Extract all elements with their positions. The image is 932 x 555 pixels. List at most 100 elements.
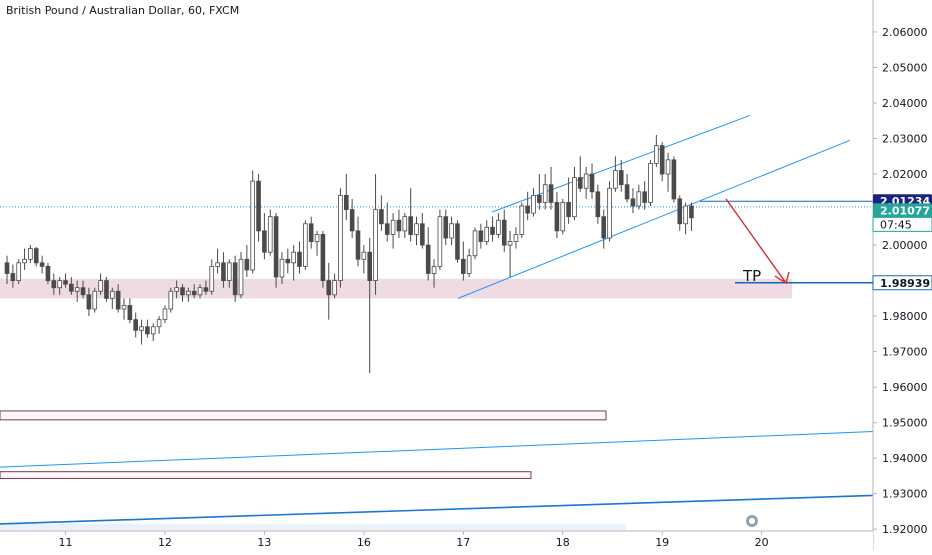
candle-body: [156, 319, 162, 328]
candle-body: [484, 226, 489, 242]
candle-body: [613, 170, 618, 189]
candle-body: [671, 159, 677, 200]
candle-body: [443, 216, 449, 239]
x-tick-label: 17: [456, 536, 470, 549]
candle-body: [618, 170, 624, 186]
bid-price-label-bg: [873, 203, 932, 218]
symbol-title: British Pound / Australian Dollar, 60, F…: [6, 4, 240, 17]
candle-body: [501, 219, 507, 246]
y-tick-label: 2.02000: [882, 168, 928, 181]
countdown-bg: [872, 216, 932, 232]
candle-body: [531, 194, 536, 214]
candle-body: [57, 280, 62, 289]
candle-body: [22, 258, 27, 264]
candle-body: [180, 287, 185, 296]
candle-body: [33, 248, 39, 264]
tp-label: TP: [742, 267, 761, 285]
candle-body: [478, 230, 484, 242]
candle-body: [121, 305, 127, 310]
candle-body: [589, 173, 595, 193]
candle-body: [115, 290, 121, 310]
price-scale[interactable]: 2.06000 2.05000 2.04000 2.03000 2.02000 2.010…: [872, 0, 932, 550]
candle-body: [51, 280, 57, 289]
candle-body: [683, 205, 688, 225]
candle-body: [642, 191, 647, 203]
arrow-head: [774, 271, 790, 285]
alert-icon: [749, 518, 755, 524]
y-tick-label: 1.97000: [882, 346, 928, 359]
x-tick-label: 13: [257, 536, 271, 549]
candle-body: [10, 273, 16, 281]
candle-body: [98, 280, 103, 292]
candle-body: [279, 258, 285, 278]
candle-body: [162, 308, 168, 321]
candle-body: [554, 202, 560, 232]
candle-body: [595, 191, 601, 218]
candle-body: [28, 248, 33, 260]
channel-lower-line: [457, 139, 851, 299]
candles: [4, 134, 694, 373]
candle-body: [267, 216, 273, 253]
projection-arrow: [725, 198, 787, 284]
bid-price-label: 2.01077: [880, 204, 930, 217]
candle-body: [349, 209, 355, 232]
candle-body: [332, 280, 337, 296]
time-axis[interactable]: 11 12 13 16 17 18 19 20: [0, 530, 873, 550]
x-tick-label: 19: [655, 536, 669, 549]
y-tick-label: 1.98000: [882, 310, 928, 323]
x-tick-label: 20: [755, 536, 769, 549]
candle-body: [150, 326, 156, 335]
candle-body: [460, 258, 466, 274]
trend-line: [0, 431, 874, 468]
candle-body: [496, 219, 501, 235]
candle-body: [326, 280, 332, 296]
candle-body: [361, 251, 367, 260]
candle-body: [636, 191, 642, 207]
candle-body: [384, 223, 390, 235]
candle-body: [455, 223, 460, 260]
candle-body: [560, 202, 566, 232]
candle-body: [355, 230, 361, 260]
candle-body: [648, 162, 653, 203]
y-tick-label: 1.95000: [882, 417, 928, 430]
lower-zone-box: [0, 410, 607, 421]
candle-body: [431, 265, 437, 274]
candle-body: [221, 262, 226, 281]
candle-body: [250, 180, 256, 271]
tp-price-bg: [872, 275, 932, 291]
y-tick-label: 1.93000: [882, 488, 928, 501]
candle-body: [379, 209, 384, 225]
candle-body: [139, 326, 144, 331]
y-tick-label: 1.92000: [882, 523, 928, 536]
candle-body: [659, 145, 665, 175]
candle-body: [578, 177, 583, 189]
candle-body: [607, 187, 612, 239]
candle-body: [110, 290, 115, 299]
candle-body: [285, 258, 291, 264]
candle-body: [262, 230, 267, 253]
candle-body: [45, 265, 51, 281]
x-tick-label: 16: [357, 536, 371, 549]
candle-body: [624, 184, 630, 200]
y-tick-label: 1.96000: [882, 381, 928, 394]
y-tick-label: 1.94000: [882, 452, 928, 465]
candle-body: [466, 255, 472, 274]
candle-body: [4, 262, 10, 274]
candle-body: [630, 198, 636, 207]
y-tick-label: 2.05000: [882, 61, 928, 74]
candle-body: [689, 205, 694, 219]
candle-body: [244, 258, 250, 271]
candle-body: [133, 319, 139, 331]
candle-body: [303, 223, 308, 267]
candle-body: [566, 202, 571, 218]
candle-body: [215, 262, 220, 267]
candle-body: [408, 216, 413, 235]
candle-body: [86, 294, 92, 310]
candle-body: [232, 262, 238, 296]
candle-body: [542, 184, 548, 203]
candle-body: [191, 290, 197, 296]
candle-body: [273, 216, 279, 278]
candle-body: [425, 244, 431, 274]
